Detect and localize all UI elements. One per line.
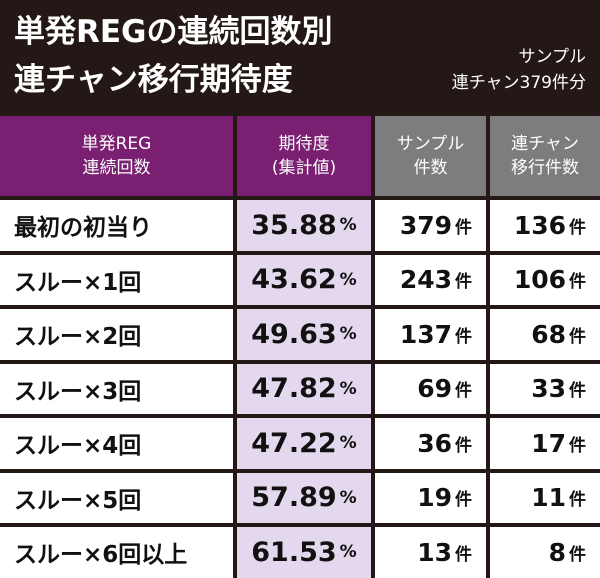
samples-cell: 243 件 (375, 254, 486, 305)
chains-value: 17 (531, 428, 566, 458)
rate-cell: 57.89% (237, 472, 371, 523)
row-label: スルー×5回 (0, 472, 233, 523)
rate-cell: 49.63% (237, 309, 371, 360)
samples-value: 19 (417, 483, 452, 513)
rate-unit: % (339, 542, 357, 563)
table: 単発REG 連続回数 期待度 (集計値) サンプル 件数 連チャン 移行件数 最初の初当り 35.… (0, 116, 600, 578)
row-label: スルー×3回 (0, 363, 233, 414)
chains-value: 33 (531, 374, 566, 404)
column-header-line: 期待度 (278, 134, 330, 154)
column-header-line: サンプル (396, 134, 465, 154)
column-header-line: (集計値) (271, 158, 337, 178)
chains-unit: 件 (569, 326, 586, 347)
chains-cell: 33 件 (490, 363, 600, 414)
samples-unit: 件 (455, 272, 472, 293)
chains-value: 11 (531, 483, 566, 513)
samples-cell: 19 件 (375, 472, 486, 523)
title-line: 単発REGの連続回数別 (14, 14, 333, 50)
rate-unit: % (339, 215, 357, 236)
note-line: 連チャン379件分 (451, 73, 586, 93)
chains-unit: 件 (569, 381, 586, 402)
chains-value: 106 (513, 265, 566, 295)
chains-value: 8 (548, 537, 566, 567)
note: サンプル 連チャン379件分 (452, 44, 586, 96)
samples-unit: 件 (455, 381, 472, 402)
chains-value: 68 (531, 319, 566, 349)
samples-value: 137 (399, 319, 452, 349)
column-header-line: 単発REG (81, 134, 152, 154)
rate-cell: 43.62% (237, 254, 371, 305)
title: 単発REGの連続回数別 連チャン移行期待度 (14, 8, 333, 104)
column-header: 単発REG 連続回数 (0, 116, 233, 196)
samples-unit: 件 (455, 326, 472, 347)
samples-value: 13 (417, 537, 452, 567)
row-label: スルー×1回 (0, 254, 233, 305)
rate-cell: 35.88% (237, 200, 371, 251)
title-line: 連チャン移行期待度 (14, 62, 293, 98)
note-line: サンプル (518, 47, 587, 67)
chains-cell: 11 件 (490, 472, 600, 523)
rate-unit: % (339, 487, 357, 508)
rate-value: 47.82 (251, 373, 337, 405)
column-header-line: 件数 (413, 158, 448, 178)
chains-unit: 件 (569, 272, 586, 293)
samples-unit: 件 (455, 490, 472, 511)
column-header-line: 連チャン (511, 134, 579, 154)
rate-unit: % (339, 433, 357, 454)
rate-cell: 61.53% (237, 527, 371, 578)
row-label: スルー×6回以上 (0, 527, 233, 578)
samples-value: 36 (417, 428, 452, 458)
chains-cell: 106 件 (490, 254, 600, 305)
column-header-line: 移行件数 (511, 158, 579, 178)
samples-unit: 件 (455, 217, 472, 238)
samples-value: 69 (417, 374, 452, 404)
samples-unit: 件 (455, 435, 472, 456)
rate-unit: % (339, 324, 357, 345)
column-header-line: 連続回数 (82, 158, 151, 178)
samples-cell: 137 件 (375, 309, 486, 360)
rate-value: 47.22 (251, 427, 337, 459)
samples-value: 379 (399, 210, 452, 240)
chains-unit: 件 (569, 490, 586, 511)
samples-value: 243 (399, 265, 452, 295)
row-label: 最初の初当り (0, 200, 233, 251)
chains-value: 136 (513, 210, 566, 240)
row-label: スルー×4回 (0, 418, 233, 469)
samples-cell: 69 件 (375, 363, 486, 414)
column-header: 期待度 (集計値) (237, 116, 371, 196)
column-header: 連チャン 移行件数 (490, 116, 600, 196)
row-label: スルー×2回 (0, 309, 233, 360)
samples-cell: 379 件 (375, 200, 486, 251)
rate-cell: 47.82% (237, 363, 371, 414)
chains-cell: 17 件 (490, 418, 600, 469)
chains-cell: 68 件 (490, 309, 600, 360)
rate-value: 49.63 (251, 318, 337, 350)
rate-value: 61.53 (251, 536, 337, 568)
rate-value: 35.88 (251, 209, 337, 241)
samples-unit: 件 (455, 544, 472, 565)
samples-cell: 36 件 (375, 418, 486, 469)
chains-cell: 136 件 (490, 200, 600, 251)
chains-unit: 件 (569, 435, 586, 456)
rate-unit: % (339, 378, 357, 399)
rate-value: 43.62 (251, 264, 337, 296)
chains-unit: 件 (569, 544, 586, 565)
chains-unit: 件 (569, 217, 586, 238)
header: 単発REGの連続回数別 連チャン移行期待度 サンプル 連チャン379件分 (0, 0, 600, 116)
rate-cell: 47.22% (237, 418, 371, 469)
rate-value: 57.89 (251, 482, 337, 514)
column-header: サンプル 件数 (375, 116, 486, 196)
samples-cell: 13 件 (375, 527, 486, 578)
rate-unit: % (339, 269, 357, 290)
